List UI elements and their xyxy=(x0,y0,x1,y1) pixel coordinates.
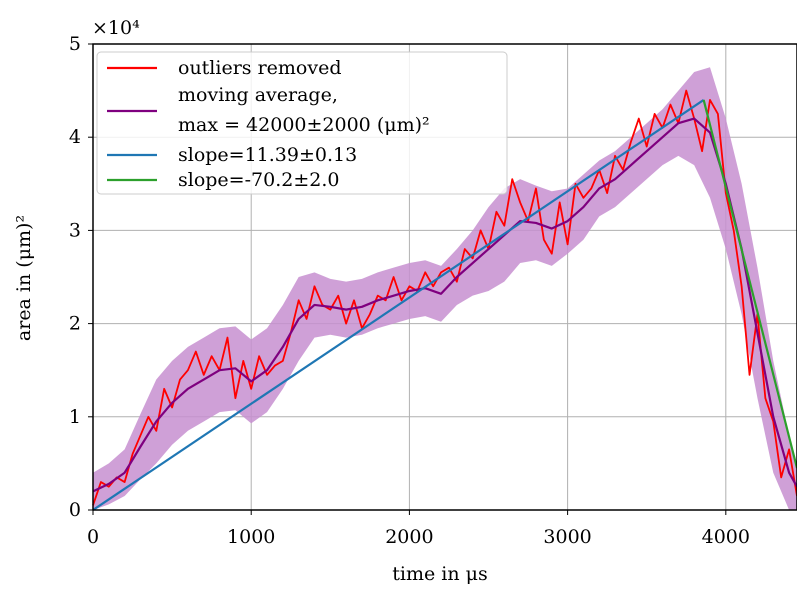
x-tick-label-2: 2000 xyxy=(385,526,433,548)
y-scale-note: ×10⁴ xyxy=(92,17,140,39)
x-tick-label-4: 4000 xyxy=(702,526,750,548)
y-tick-label-4: 4 xyxy=(69,126,81,148)
legend-label-slope-up: slope=11.39±0.13 xyxy=(178,144,357,166)
y-axis-ticks: 0 1 2 3 4 5 xyxy=(69,33,93,521)
legend-label-slope-down: slope=-70.2±2.0 xyxy=(178,169,339,191)
legend: outliers removed moving average, max = 4… xyxy=(96,51,508,195)
legend-box xyxy=(96,51,508,195)
x-tick-label-3: 3000 xyxy=(543,526,591,548)
x-tick-label-0: 0 xyxy=(87,526,99,548)
y-tick-label-5: 5 xyxy=(69,33,81,55)
y-tick-label-3: 3 xyxy=(69,219,81,241)
legend-label-outliers: outliers removed xyxy=(178,57,342,79)
legend-label-moving-average-max: max = 42000±2000 (μm)² xyxy=(178,114,430,136)
y-axis-label: area in (μm)² xyxy=(13,215,35,341)
y-tick-label-0: 0 xyxy=(69,499,81,521)
y-tick-label-1: 1 xyxy=(69,406,81,428)
x-axis-ticks: 0 1000 2000 3000 4000 xyxy=(87,510,750,548)
slope-up-line xyxy=(92,99,705,511)
x-tick-label-1: 1000 xyxy=(227,526,275,548)
moving-average-line xyxy=(92,117,797,493)
slope-down-line xyxy=(702,99,797,469)
legend-label-moving-average: moving average, xyxy=(178,84,338,106)
x-axis-label: time in μs xyxy=(392,563,487,585)
outliers-removed-line xyxy=(92,89,797,506)
plot-frame xyxy=(92,43,797,511)
series-lines xyxy=(92,89,797,511)
y-tick-label-2: 2 xyxy=(69,313,81,335)
